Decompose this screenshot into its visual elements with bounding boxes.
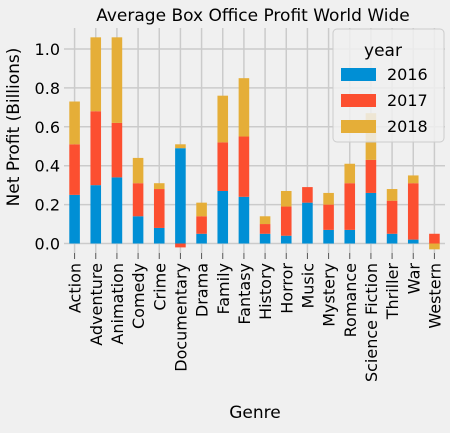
bar-segment (323, 229, 334, 244)
bar-segment (217, 142, 229, 191)
bar-segment (344, 183, 356, 230)
bar-segment (365, 159, 377, 193)
x-tick-label: Western (425, 263, 444, 329)
bar-segment (90, 37, 102, 112)
legend: year 2016 2017 2018 (332, 28, 445, 143)
x-tick-label: Mystery (320, 263, 339, 327)
x-tick-label: Adventure (87, 263, 106, 346)
x-tick-label: Action (66, 263, 85, 313)
bar-segment (175, 144, 186, 149)
bar-segment (90, 185, 102, 244)
legend-swatch (341, 94, 376, 107)
bar-segment (111, 122, 123, 178)
bar-segment (280, 190, 292, 207)
x-tick-label: Thriller (383, 263, 402, 321)
bar-segment (90, 111, 102, 186)
bar-segment (69, 101, 80, 145)
ticks: 0.0 0.2 0.4 0.6 0.8 1.0 Action Adventure Animati… (35, 40, 445, 382)
bar-segment (153, 183, 165, 190)
bar-segment (238, 78, 250, 137)
x-tick-label: Comedy (129, 263, 148, 329)
x-tick-label: History (256, 263, 275, 320)
bar-segment (238, 196, 250, 244)
bar-segment (429, 233, 440, 244)
bar-segment (429, 243, 440, 250)
bar-segment (407, 239, 419, 244)
x-tick-label: Fantasy (235, 263, 254, 325)
bar-segment (280, 206, 292, 236)
legend-swatch (341, 120, 376, 133)
chart-title: Average Box Office Profit World Wide (96, 6, 410, 26)
bar-segment (175, 243, 186, 248)
bar-segment (217, 95, 229, 143)
bar-segment (111, 177, 123, 244)
y-axis-label: Net Profit (Billions) (4, 48, 24, 207)
bar-segment (196, 216, 207, 234)
legend-swatch (341, 68, 376, 81)
y-tick-label: 0.2 (35, 196, 60, 215)
bar-segment (407, 175, 419, 184)
y-tick-label: 1.0 (35, 40, 60, 59)
bar-segment (132, 183, 144, 217)
y-tick-label: 0.4 (35, 157, 60, 176)
x-tick-label: Drama (193, 263, 212, 317)
x-tick-label: Romance (341, 263, 360, 337)
bar-segment (302, 187, 313, 203)
bar-segment (111, 37, 123, 123)
bar-segment (280, 235, 292, 244)
legend-label: 2017 (387, 91, 428, 110)
y-tick-label: 0.6 (35, 118, 60, 137)
x-axis-label: Genre (229, 403, 280, 423)
x-tick-label: Family (214, 263, 233, 314)
x-tick-label: Documentary (171, 263, 190, 372)
bar-segment (386, 189, 398, 201)
bars (69, 37, 440, 250)
bar-segment (132, 157, 144, 184)
x-tick-label: War (404, 263, 423, 295)
legend-items: 2016 2017 2018 (341, 65, 428, 136)
bar-segment (196, 202, 207, 217)
bar-segment (69, 194, 80, 244)
bar-segment (323, 204, 334, 230)
x-tick-label: Crime (150, 263, 169, 311)
bar-segment (259, 233, 271, 244)
bar-segment (386, 233, 398, 244)
bar-segment (386, 200, 398, 234)
x-tick-label: Music (298, 263, 317, 309)
bar-segment (344, 229, 356, 244)
legend-label: 2018 (387, 117, 428, 136)
y-tick-label: 0.0 (35, 235, 60, 254)
legend-label: 2016 (387, 65, 428, 84)
bar-segment (407, 183, 419, 240)
bar-segment (259, 216, 271, 225)
bar-segment (175, 148, 186, 244)
y-tick-label: 0.8 (35, 79, 60, 98)
x-tick-label: Horror (277, 263, 296, 314)
bar-segment (259, 224, 271, 234)
bar-segment (344, 163, 356, 184)
bar-segment (69, 144, 80, 195)
bar-segment (302, 202, 313, 244)
bar-segment (196, 233, 207, 244)
bar-segment (365, 192, 377, 244)
legend-box (332, 28, 445, 143)
bar-segment (153, 189, 165, 228)
x-tick-label: Animation (108, 263, 127, 345)
bar-segment (132, 216, 144, 244)
bar-segment (153, 227, 165, 244)
x-tick-label: Science Fiction (362, 263, 381, 382)
bar-segment (217, 190, 229, 244)
bar-segment (238, 136, 250, 197)
bar-segment (323, 192, 334, 205)
legend-title: year (364, 41, 402, 61)
